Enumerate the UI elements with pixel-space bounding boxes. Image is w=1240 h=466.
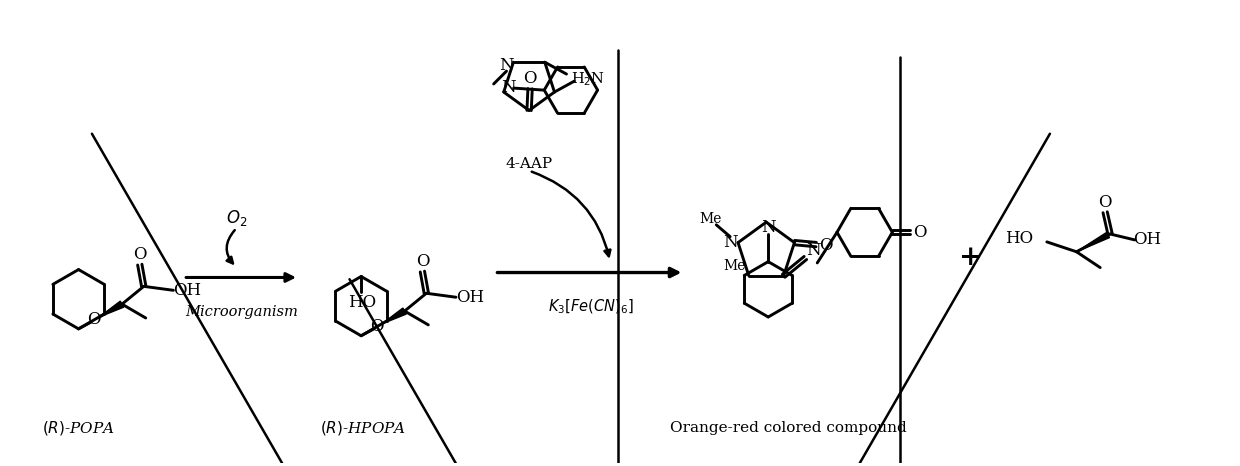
Text: N: N [500,57,513,74]
Text: HO: HO [1004,230,1033,247]
Text: $(R)$-HPOPA: $(R)$-HPOPA [320,418,407,437]
Text: OH: OH [456,289,484,306]
Text: Me: Me [699,212,722,226]
Text: O: O [523,70,537,87]
Text: N: N [723,234,738,251]
Text: Microorganism: Microorganism [185,305,298,319]
Text: OH: OH [174,282,201,299]
Text: N: N [806,241,821,259]
Text: N: N [501,79,516,96]
Text: O: O [820,237,833,254]
Text: Orange-red colored compound: Orange-red colored compound [670,421,906,435]
Polygon shape [99,301,124,317]
Polygon shape [382,308,407,324]
Text: O: O [371,318,383,336]
Text: O: O [88,311,102,329]
Text: OH: OH [1133,232,1162,248]
Text: $O_2$: $O_2$ [226,208,247,228]
Text: +: + [959,244,982,271]
Text: O: O [914,224,926,241]
Text: N: N [761,219,775,236]
Text: HO: HO [348,294,376,311]
Text: O: O [133,246,146,263]
Text: O: O [415,253,429,270]
Polygon shape [1076,233,1110,252]
Text: 4-AAP: 4-AAP [506,157,553,171]
Text: $(R)$-POPA: $(R)$-POPA [42,418,115,437]
Text: O: O [1099,194,1112,211]
Text: Me: Me [724,259,746,273]
Text: H$_2$N: H$_2$N [572,70,605,88]
Text: $K_3[Fe(CN)_6]$: $K_3[Fe(CN)_6]$ [548,298,634,316]
